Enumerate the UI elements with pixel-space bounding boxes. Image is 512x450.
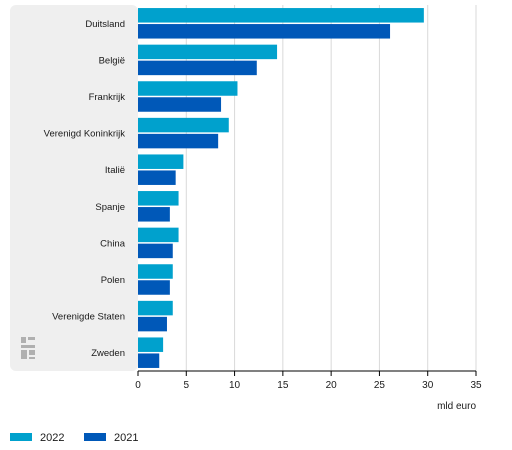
bars xyxy=(138,8,424,368)
bar-2021 xyxy=(138,133,219,149)
x-tick-label: 20 xyxy=(326,380,338,391)
category-label: Frankrijk xyxy=(89,92,126,103)
legend-label: 2022 xyxy=(40,432,64,444)
legend-label: 2021 xyxy=(114,432,138,444)
category-label: China xyxy=(100,238,126,249)
x-axis-label: mld euro xyxy=(437,401,476,412)
bar-2022 xyxy=(138,81,238,96)
category-label: Verenigde Staten xyxy=(52,312,125,323)
bar-2022 xyxy=(138,8,424,23)
gridlines xyxy=(185,5,477,371)
category-label: Spanje xyxy=(95,202,125,213)
legend-swatch xyxy=(84,433,106,441)
category-labels: Duitsland België Frankrijk Verenigd Koninkr… xyxy=(44,19,126,359)
bar-2022 xyxy=(138,264,173,279)
legend: 2022 2021 xyxy=(10,432,138,444)
category-label: Italië xyxy=(105,165,125,176)
x-tick-label: 10 xyxy=(229,380,241,391)
bar-2021 xyxy=(138,353,160,368)
bar-2022 xyxy=(138,337,164,352)
bar-2022 xyxy=(138,227,179,243)
bar-2021 xyxy=(138,243,173,259)
x-tick-label: 30 xyxy=(422,380,434,391)
x-tick-label: 5 xyxy=(184,380,190,391)
cbs-logo-icon xyxy=(21,337,35,359)
category-label: Duitsland xyxy=(85,19,125,30)
category-label: Zweden xyxy=(91,348,125,359)
category-label: Polen xyxy=(101,275,125,286)
bar-2022 xyxy=(138,44,278,60)
bar-2021 xyxy=(138,280,170,295)
bar-2021 xyxy=(138,207,170,222)
bar-2021 xyxy=(138,170,176,185)
category-label: Verenigd Koninkrijk xyxy=(44,129,126,140)
x-tick-label: 0 xyxy=(135,380,141,391)
bar-2021 xyxy=(138,60,257,76)
x-tick-label: 15 xyxy=(277,380,289,391)
bar-2022 xyxy=(138,191,179,206)
bar-2022 xyxy=(138,154,184,169)
x-tick-label: 25 xyxy=(374,380,386,391)
x-tick-label: 35 xyxy=(470,380,482,391)
bar-2021 xyxy=(138,97,222,112)
category-label-panel xyxy=(10,5,138,371)
legend-swatch xyxy=(10,433,32,441)
bar-2021 xyxy=(138,24,391,39)
bar-2022 xyxy=(138,300,173,316)
x-axis: 0 5 10 15 20 25 30 35 xyxy=(135,370,482,391)
category-label: België xyxy=(99,55,125,66)
bar-2021 xyxy=(138,316,167,332)
bar-2022 xyxy=(138,117,229,133)
